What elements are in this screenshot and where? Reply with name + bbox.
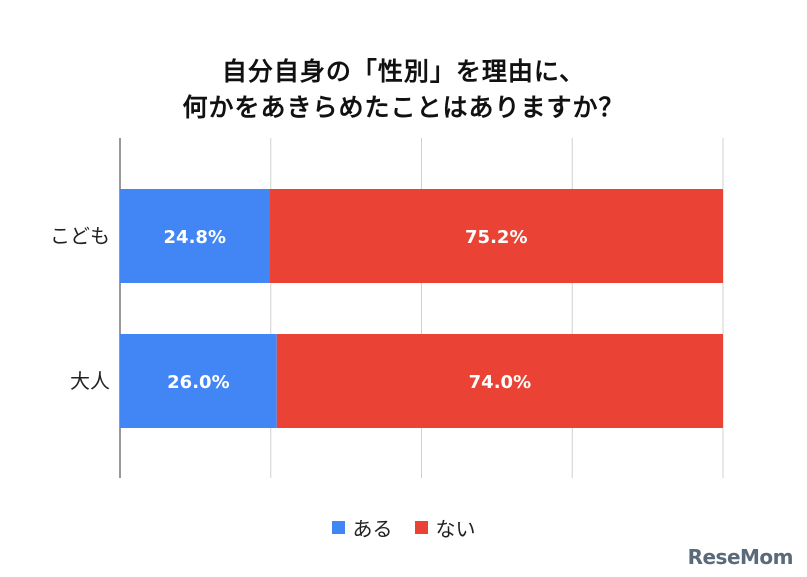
data-label: 26.0% xyxy=(167,372,229,393)
bar-segment xyxy=(120,334,277,428)
chart-legend: ある ない xyxy=(0,513,807,542)
chart-title-line-2: 何かをあきらめたことはありますか？ xyxy=(182,93,625,122)
bar-segment xyxy=(269,189,723,283)
chart-title-line-1: 自分自身の「性別」を理由に、 xyxy=(221,57,586,86)
resemom-logo: ReseMom xyxy=(687,545,794,569)
bar-segment xyxy=(276,334,723,428)
legend-swatch-aru xyxy=(331,521,345,534)
legend-item-nai[interactable]: ない xyxy=(414,513,476,542)
data-label: 75.2% xyxy=(465,227,527,248)
category-label: 大人 xyxy=(70,369,110,393)
bar-segment xyxy=(120,189,270,283)
data-label: 74.0% xyxy=(469,372,531,393)
legend-label-nai: ない xyxy=(435,517,476,541)
legend-swatch-nai xyxy=(414,521,428,534)
legend-item-aru[interactable]: ある xyxy=(331,513,393,542)
legend-label-aru: ある xyxy=(352,517,393,541)
data-label: 24.8% xyxy=(164,227,226,248)
category-label: こども xyxy=(50,224,110,248)
